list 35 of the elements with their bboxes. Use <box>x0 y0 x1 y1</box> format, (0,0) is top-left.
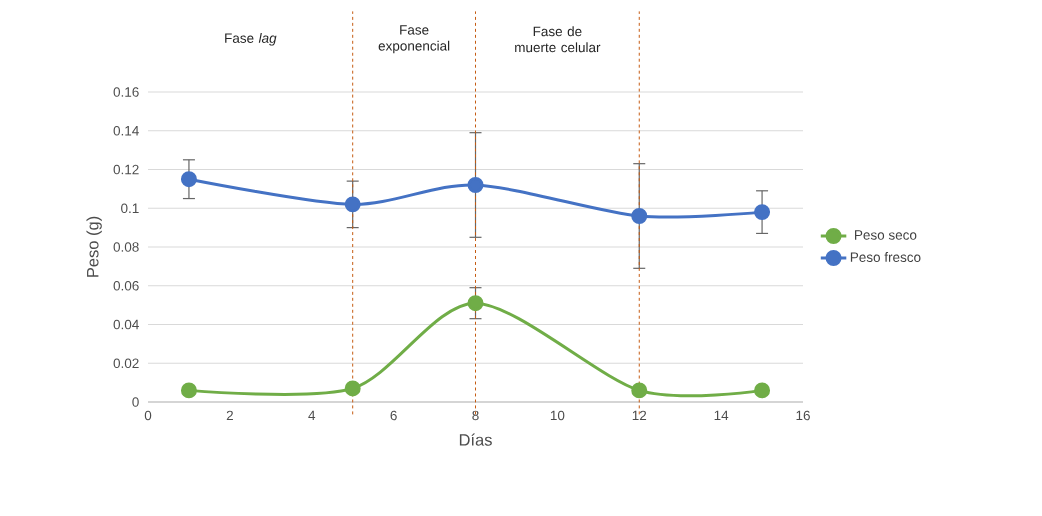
x-tick-label: 8 <box>472 410 479 421</box>
text: Fase lag <box>225 33 277 46</box>
y-tick-label: 0 <box>132 397 139 407</box>
x-tick-label: 4 <box>308 410 316 420</box>
point <box>754 204 771 221</box>
point <box>180 382 197 399</box>
y-tick-label: 0.12 <box>113 164 139 175</box>
y-tick-label: 0.08 <box>113 242 139 252</box>
y-tick-label: 0.1 <box>121 203 139 214</box>
legend-label: Peso seco <box>855 230 917 240</box>
x-tick-label: 0 <box>144 410 152 421</box>
y-tick-label: 0.02 <box>113 358 139 369</box>
x-axis-title: Días <box>459 433 492 446</box>
x-tick-label: 14 <box>714 410 729 420</box>
point <box>754 382 771 399</box>
point <box>467 295 484 312</box>
x-tick-label: 16 <box>796 410 810 421</box>
point <box>180 171 197 188</box>
legend-label: Peso fresco <box>850 252 921 262</box>
point <box>631 382 648 399</box>
point <box>344 380 361 397</box>
x-tick-label: 2 <box>226 410 233 421</box>
point <box>631 208 648 224</box>
y-axis-title: Peso (g) <box>86 216 102 277</box>
point <box>467 177 484 193</box>
x-tick-label: 12 <box>632 410 647 421</box>
text: Fase exponencial <box>378 25 450 54</box>
x-tick-label: 10 <box>550 410 565 421</box>
y-tick-label: 0.04 <box>113 319 139 330</box>
y-tick-label: 0.14 <box>113 125 139 136</box>
y-tick-label: 0.06 <box>113 280 139 291</box>
x-tick-label: 6 <box>390 410 397 421</box>
point <box>344 196 361 213</box>
y-tick-label: 0.16 <box>113 87 139 97</box>
text: Fase de muerte celular <box>515 26 601 53</box>
